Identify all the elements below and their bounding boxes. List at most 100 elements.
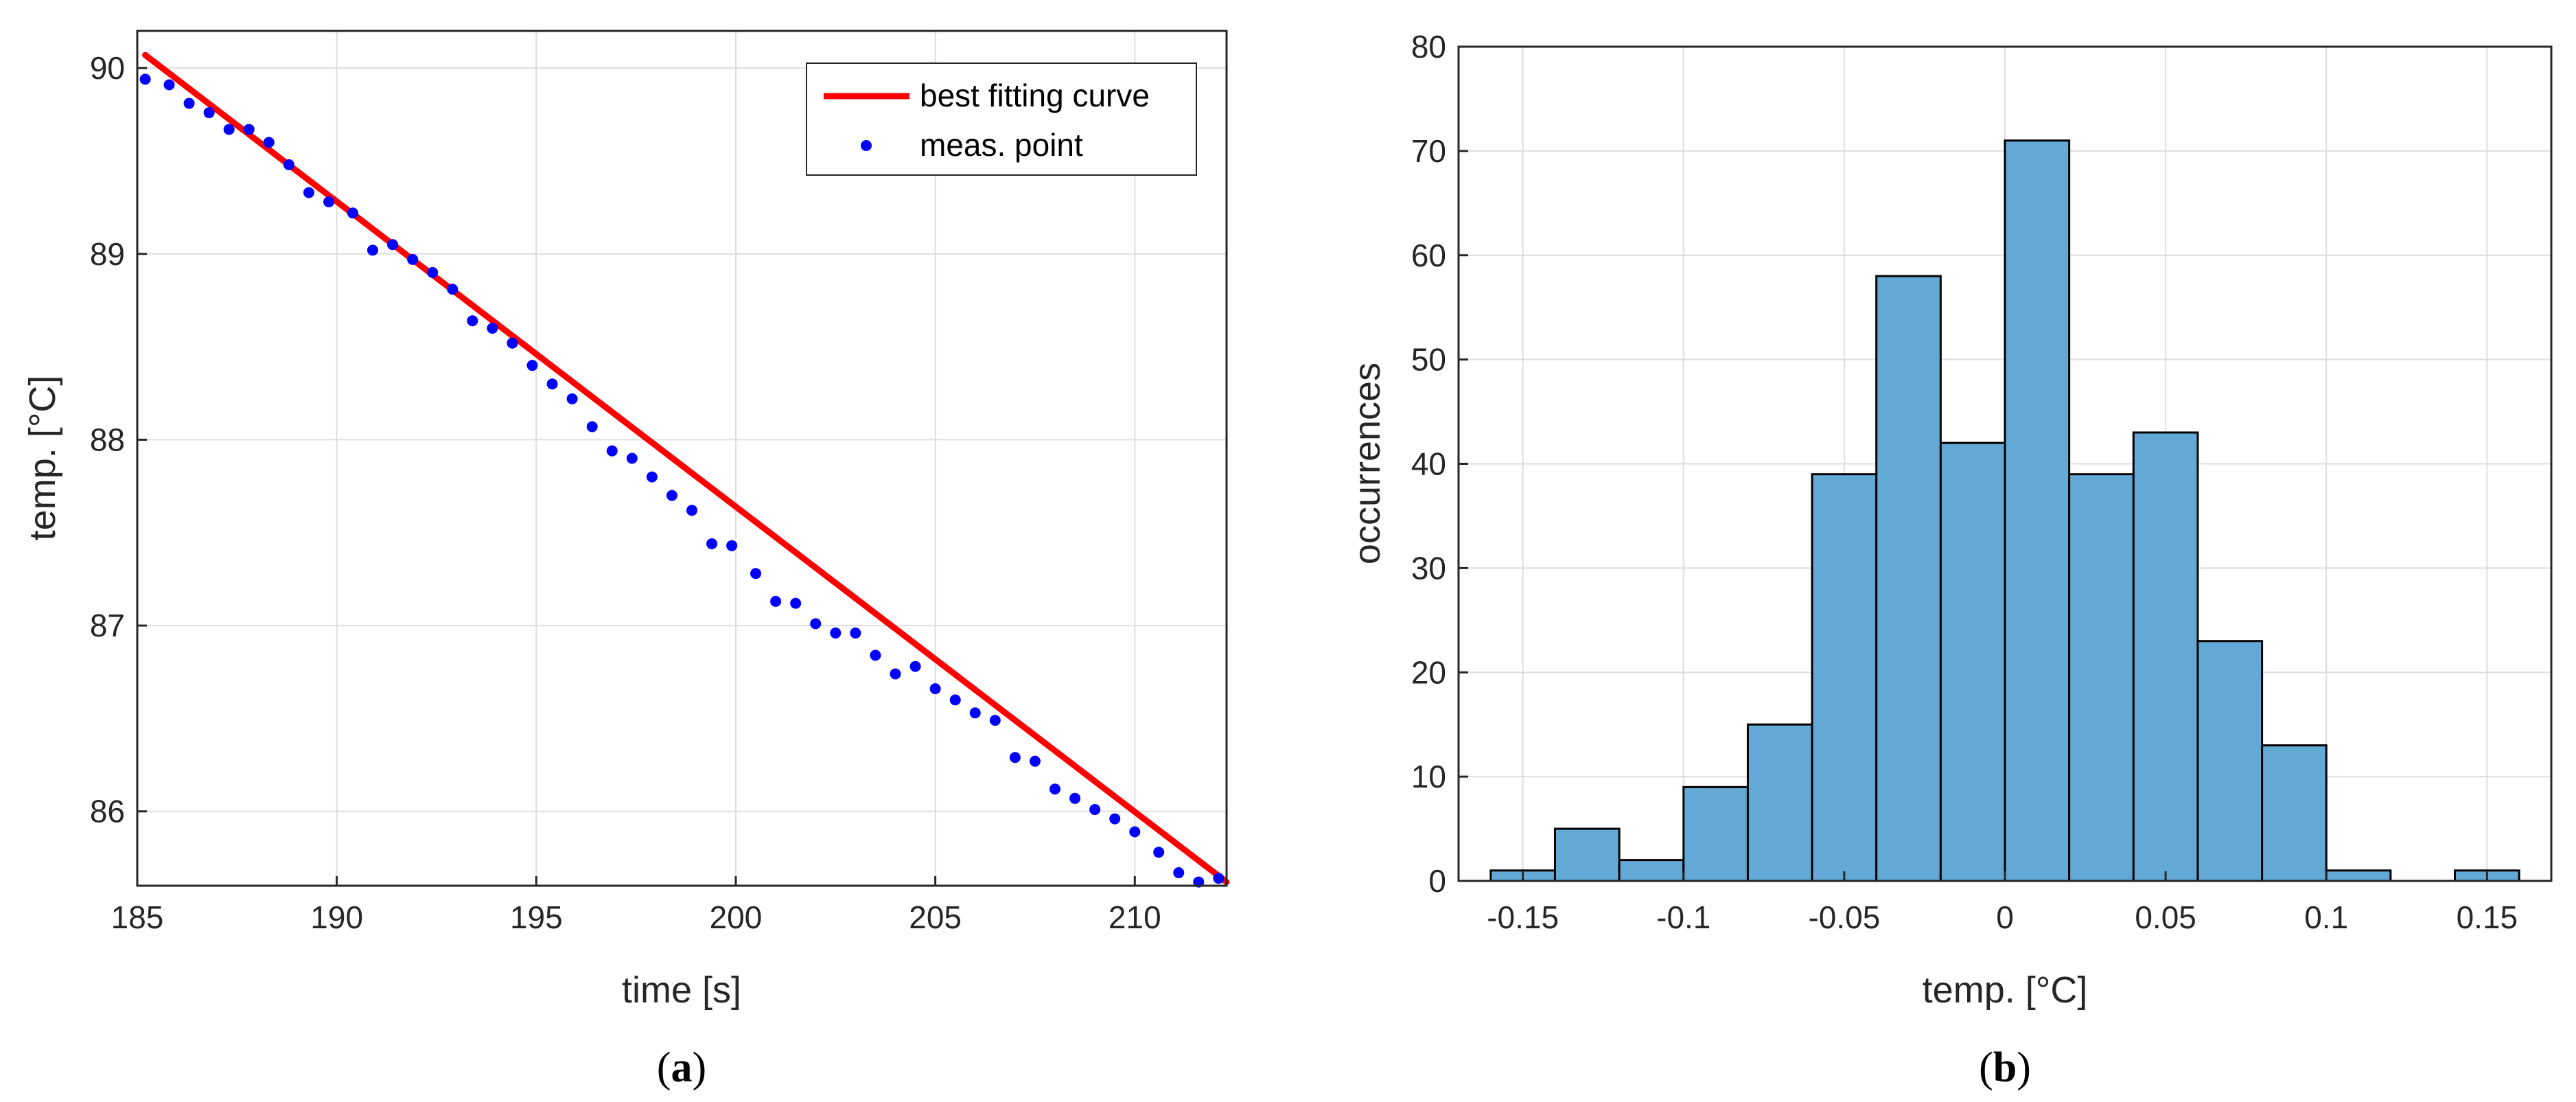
measurement-point bbox=[989, 715, 1001, 726]
y-tick-label: 20 bbox=[1411, 654, 1446, 690]
y-tick-label: 40 bbox=[1411, 446, 1446, 482]
histogram-bar bbox=[1618, 859, 1685, 882]
measurement-point bbox=[507, 337, 518, 349]
measurement-point bbox=[427, 266, 439, 278]
measurement-point bbox=[203, 107, 215, 119]
measurement-point bbox=[890, 668, 901, 680]
measurement-point bbox=[1089, 804, 1101, 816]
measurement-point bbox=[283, 159, 294, 170]
measurement-point bbox=[139, 73, 151, 85]
measurement-point bbox=[323, 196, 335, 207]
measurement-point bbox=[566, 393, 578, 404]
tick-labels-b: -0.15 -0.1 -0.05 0 0.05 0.1 0.15 0 10 20 30 40 50 60 7… bbox=[1411, 29, 2518, 935]
measurement-point bbox=[163, 79, 175, 91]
histogram-bar bbox=[1746, 723, 1813, 882]
y-tick-label: 60 bbox=[1411, 238, 1446, 273]
measurement-point bbox=[830, 627, 842, 639]
measurement-point bbox=[870, 650, 881, 661]
histogram-bar bbox=[2196, 640, 2264, 882]
x-tick-label: -0.05 bbox=[1808, 899, 1880, 935]
measurement-point bbox=[929, 683, 941, 695]
histogram-bar bbox=[1811, 473, 1878, 882]
legend-point-swatch bbox=[861, 140, 872, 151]
measurement-point bbox=[546, 378, 558, 390]
measurement-point bbox=[447, 284, 459, 295]
y-tick-label: 0 bbox=[1428, 863, 1446, 899]
histogram-bar bbox=[1682, 785, 1749, 882]
panel-label-b: (b) bbox=[1979, 1044, 2031, 1091]
measurement-point bbox=[626, 452, 638, 464]
measurement-point bbox=[467, 315, 478, 327]
histogram-bar bbox=[2261, 744, 2328, 882]
measurement-point bbox=[347, 207, 358, 219]
y-axis-label-a: temp. [°C] bbox=[22, 376, 63, 541]
y-tick-label: 30 bbox=[1411, 550, 1446, 586]
measurement-point bbox=[969, 707, 981, 719]
y-tick-label: 90 bbox=[90, 50, 125, 86]
measurement-point bbox=[770, 595, 782, 607]
x-axis-label-b: temp. [°C] bbox=[1923, 969, 2088, 1011]
measurement-point bbox=[263, 137, 275, 148]
panel-a-temperature-fit: 185 190 195 200 205 210 86 87 88 89 90 time [s] te… bbox=[22, 30, 1230, 1091]
panel-b-histogram: -0.15 -0.1 -0.05 0 0.05 0.1 0.15 0 10 20 30 40 50 60 7… bbox=[1347, 29, 2553, 1091]
histogram-bar bbox=[2004, 139, 2071, 882]
histogram-bar bbox=[2132, 431, 2199, 882]
measurement-point bbox=[1153, 847, 1165, 858]
y-tick-label: 87 bbox=[90, 608, 125, 643]
histogram-bar bbox=[1875, 275, 1942, 882]
x-tick-label: -0.1 bbox=[1656, 899, 1710, 935]
tick-labels-a: 185 190 195 200 205 210 86 87 88 89 90 bbox=[90, 50, 1161, 935]
legend-label-fit: best fitting curve bbox=[920, 78, 1150, 113]
x-tick-label: 0 bbox=[1996, 899, 2014, 935]
measurement-point bbox=[243, 124, 255, 135]
measurement-point bbox=[1029, 755, 1041, 767]
measurement-point bbox=[810, 618, 822, 630]
measurement-point bbox=[686, 505, 698, 516]
measurement-point bbox=[1109, 813, 1121, 825]
y-tick-label: 50 bbox=[1411, 342, 1446, 378]
measurement-point bbox=[909, 661, 921, 672]
legend-label-points: meas. point bbox=[920, 127, 1083, 163]
x-tick-label: 0.05 bbox=[2135, 899, 2196, 935]
measurement-point bbox=[1173, 867, 1185, 879]
measurement-point bbox=[407, 253, 419, 265]
legend-a: best fitting curve meas. point bbox=[806, 62, 1197, 176]
legend-box bbox=[806, 62, 1197, 176]
measurement-point bbox=[1049, 783, 1061, 795]
x-tick-label: -0.15 bbox=[1487, 899, 1559, 935]
histogram-bar bbox=[2325, 869, 2392, 882]
y-tick-label: 88 bbox=[90, 422, 125, 457]
measurement-point bbox=[666, 490, 677, 501]
x-tick-label: 185 bbox=[111, 899, 164, 935]
y-axis-label-b: occurrences bbox=[1347, 363, 1388, 564]
measurement-point bbox=[303, 187, 314, 198]
measurement-point bbox=[1129, 826, 1141, 838]
measurement-point bbox=[790, 597, 802, 609]
histogram-bar bbox=[1939, 441, 2006, 882]
measurement-point bbox=[949, 694, 961, 706]
x-tick-label: 205 bbox=[909, 899, 962, 935]
x-tick-label: 200 bbox=[710, 899, 763, 935]
measurement-point bbox=[586, 421, 598, 433]
x-tick-label: 195 bbox=[510, 899, 563, 935]
y-tick-label: 70 bbox=[1411, 133, 1446, 169]
measurement-point bbox=[387, 239, 399, 251]
histogram-bar bbox=[2068, 473, 2135, 882]
axes-box-a bbox=[136, 30, 1228, 887]
measurement-point bbox=[646, 471, 658, 483]
x-tick-label: 0.15 bbox=[2457, 899, 2518, 935]
measurement-point bbox=[526, 360, 538, 371]
y-tick-label: 80 bbox=[1411, 29, 1446, 65]
measurement-point bbox=[223, 124, 235, 135]
panel-label-a: (a) bbox=[657, 1044, 706, 1091]
histogram-bars bbox=[1489, 139, 2520, 882]
measurement-point bbox=[1069, 792, 1081, 804]
measurement-point bbox=[750, 568, 762, 579]
measurement-point bbox=[183, 97, 195, 109]
measurement-point bbox=[606, 445, 618, 457]
histogram-bar bbox=[1553, 827, 1621, 882]
x-tick-label: 210 bbox=[1109, 899, 1161, 935]
x-axis-label-a: time [s] bbox=[622, 969, 741, 1011]
y-tick-label: 10 bbox=[1411, 759, 1446, 794]
